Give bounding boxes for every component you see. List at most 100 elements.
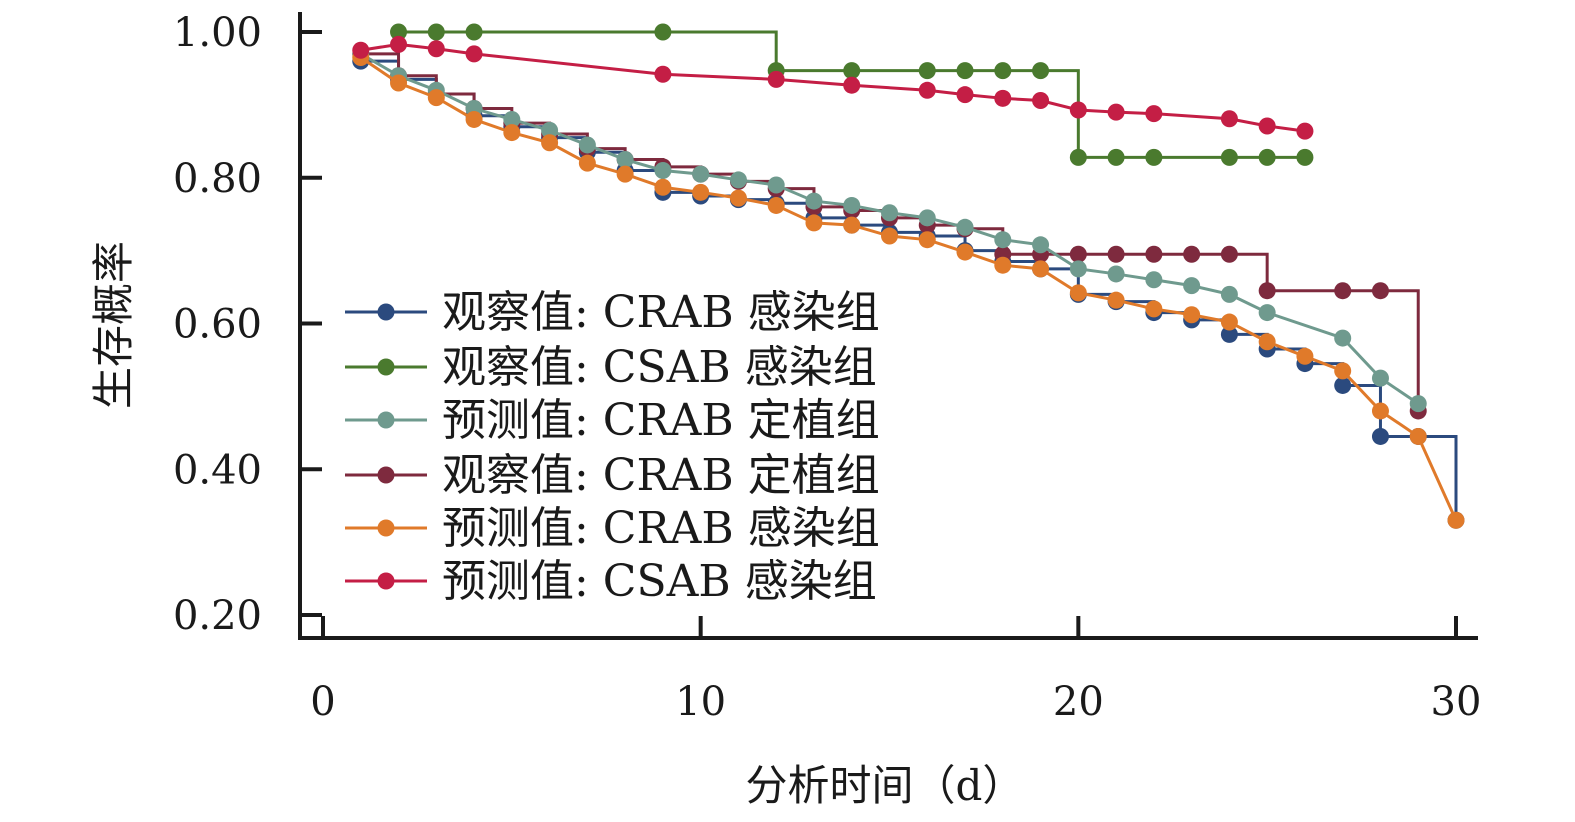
data-point — [994, 62, 1012, 80]
data-point — [1069, 101, 1087, 119]
data-point — [805, 214, 823, 232]
data-point — [1032, 236, 1050, 254]
data-point — [881, 227, 898, 245]
data-point — [1145, 105, 1163, 123]
data-point — [465, 110, 483, 128]
data-point — [1409, 395, 1427, 413]
data-point — [1334, 282, 1352, 300]
y-axis-title: 生存概率 — [89, 241, 138, 409]
data-point — [1258, 282, 1276, 300]
data-point — [843, 76, 861, 94]
data-point — [541, 121, 559, 139]
data-point — [1069, 245, 1087, 263]
data-point — [616, 151, 634, 169]
legend-label: 预测值: CSAB 感染组 — [442, 556, 877, 607]
data-point — [805, 192, 823, 210]
data-point — [503, 110, 521, 128]
data-point — [465, 23, 483, 41]
series-layer — [352, 23, 1465, 529]
data-point — [1145, 245, 1163, 263]
data-point — [1220, 313, 1238, 331]
data-point — [767, 176, 785, 194]
legend-swatch-marker — [377, 466, 395, 484]
x-tick-label: 30 — [1431, 679, 1482, 725]
data-point — [956, 62, 974, 80]
data-point — [1145, 148, 1163, 166]
legend-swatch-marker — [377, 303, 395, 321]
data-point — [1069, 284, 1087, 302]
data-point — [541, 134, 559, 152]
data-point — [578, 154, 596, 172]
data-point — [1145, 271, 1163, 289]
data-point — [616, 165, 634, 183]
data-point — [1069, 260, 1087, 278]
data-point — [1032, 92, 1050, 110]
data-point — [465, 45, 483, 63]
data-point — [994, 256, 1012, 274]
data-point — [1145, 300, 1163, 318]
legend-label: 预测值: CRAB 定植组 — [442, 395, 880, 446]
data-point — [843, 216, 861, 234]
data-point — [994, 231, 1012, 249]
data-point — [1220, 245, 1238, 263]
axes-layer: 0.20 0.40 0.60 0.80 1.00 0 10 20 30 — [173, 10, 1482, 725]
data-point — [956, 86, 974, 104]
data-point — [918, 231, 936, 249]
data-point — [918, 81, 936, 99]
data-point — [994, 89, 1012, 107]
legend-swatch-marker — [377, 411, 395, 429]
data-point — [1371, 427, 1389, 445]
data-point — [352, 41, 370, 59]
data-point — [729, 171, 747, 189]
data-point — [390, 74, 408, 92]
data-point — [427, 40, 445, 58]
data-point — [1334, 362, 1352, 380]
data-point — [1107, 103, 1125, 121]
x-tick-label: 20 — [1053, 679, 1104, 725]
data-point — [767, 70, 785, 88]
legend-label: 观察值: CRAB 感染组 — [442, 287, 880, 338]
data-point — [918, 62, 936, 80]
data-point — [843, 62, 861, 80]
data-point — [692, 165, 710, 183]
data-point — [1334, 329, 1352, 347]
data-point — [503, 124, 521, 142]
y-tick-label: 0.60 — [173, 302, 262, 348]
legend-label: 观察值: CSAB 感染组 — [442, 342, 877, 393]
data-point — [767, 196, 785, 214]
data-point — [390, 23, 408, 41]
data-point — [918, 209, 936, 227]
data-point — [1183, 277, 1201, 295]
data-point — [1032, 260, 1050, 278]
data-point — [1296, 122, 1314, 140]
data-point — [1258, 333, 1276, 351]
data-point — [1107, 291, 1125, 309]
data-point — [1220, 110, 1238, 128]
data-point — [1220, 325, 1238, 343]
data-point — [1258, 148, 1276, 166]
data-point — [654, 65, 672, 83]
data-point — [1107, 245, 1125, 263]
data-point — [1296, 347, 1314, 365]
data-point — [1258, 117, 1276, 135]
y-tick-label: 0.80 — [173, 156, 262, 202]
data-point — [1447, 511, 1465, 529]
data-point — [654, 161, 672, 179]
data-point — [390, 35, 408, 53]
data-point — [578, 136, 596, 154]
y-tick-label: 1.00 — [173, 10, 262, 56]
legend-swatch-marker — [377, 358, 395, 376]
data-point — [881, 204, 898, 222]
data-point — [1371, 369, 1389, 387]
data-point — [427, 23, 445, 41]
x-tick-label: 0 — [310, 679, 335, 725]
data-point — [1107, 265, 1125, 283]
series-line — [398, 30, 1305, 159]
data-point — [1069, 148, 1087, 166]
x-tick-label: 10 — [675, 679, 726, 725]
data-point — [427, 89, 445, 107]
data-point — [654, 178, 672, 196]
data-point — [1220, 285, 1238, 303]
data-point — [1371, 282, 1389, 300]
